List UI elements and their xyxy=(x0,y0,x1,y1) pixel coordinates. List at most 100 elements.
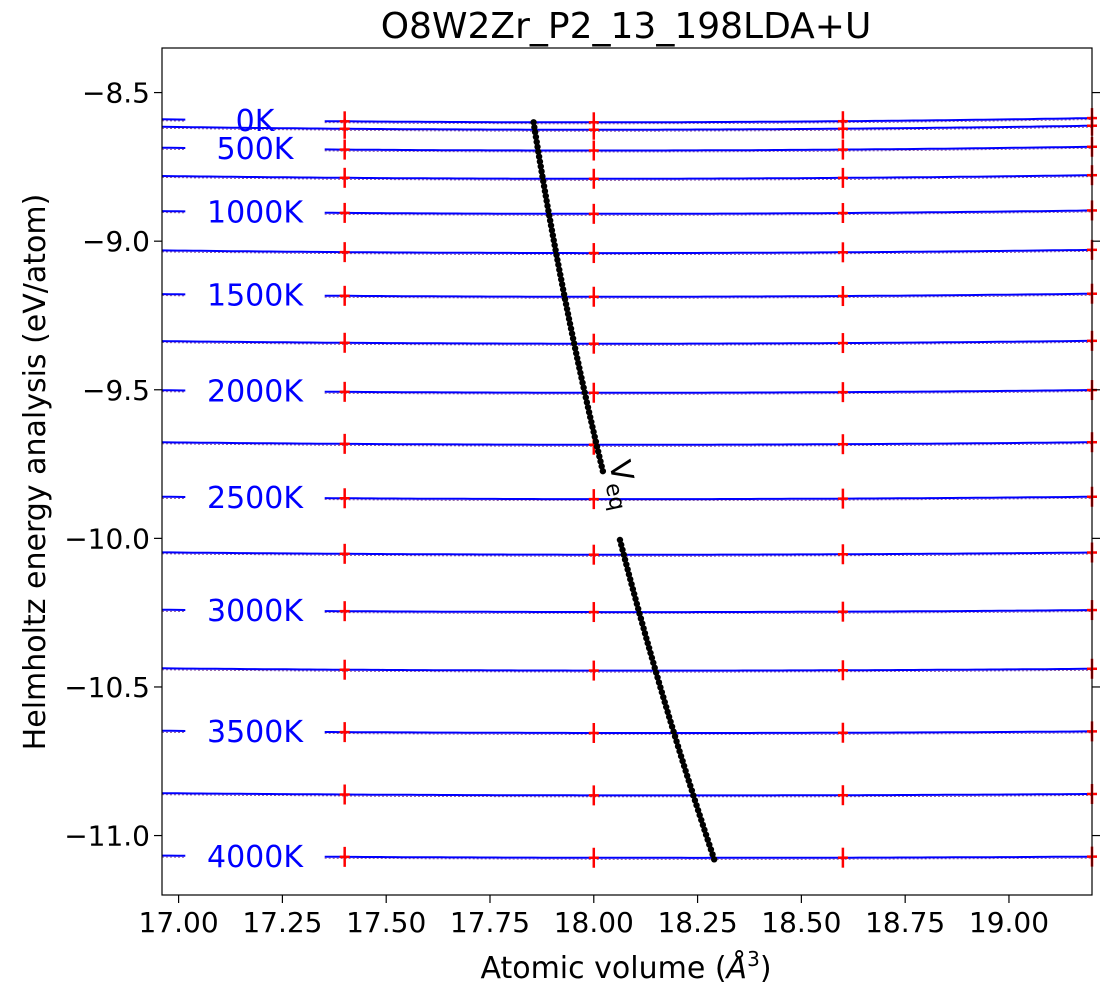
isotherm-label-500K: 500K xyxy=(217,132,295,167)
isotherm-line-3250K xyxy=(161,667,1092,672)
veq-point xyxy=(541,187,549,195)
veq-point xyxy=(619,546,626,553)
isotherm-line-0K xyxy=(324,117,1093,124)
isotherm-fit-2250K xyxy=(161,443,1093,447)
isotherm-line-2000K xyxy=(324,389,1093,394)
veq-point xyxy=(577,369,584,377)
veq-point xyxy=(576,364,583,372)
y-tick-label: −10.5 xyxy=(64,671,150,704)
veq-point xyxy=(592,438,600,445)
x-tick-label: 18.75 xyxy=(865,906,945,939)
veq-point xyxy=(677,752,685,760)
veq-point xyxy=(538,168,545,175)
veq-point xyxy=(539,173,546,180)
veq-point xyxy=(709,851,716,858)
isotherm-label-4000K: 4000K xyxy=(207,840,304,875)
isotherm-line-1250K xyxy=(161,248,1093,255)
y-tick-label: −10.0 xyxy=(64,522,150,555)
isotherm-label-1000K: 1000K xyxy=(207,196,304,231)
veq-point xyxy=(687,782,694,789)
veq-point xyxy=(571,345,579,352)
veq-point xyxy=(598,463,605,470)
veq-point xyxy=(701,826,708,834)
veq-point xyxy=(544,202,551,210)
veq-point xyxy=(696,811,703,819)
veq-point xyxy=(588,418,595,426)
veq-point xyxy=(710,856,718,863)
veq-point xyxy=(673,738,680,745)
veq-label: Veq xyxy=(595,457,645,513)
veq-point xyxy=(648,654,656,662)
veq-point xyxy=(532,133,540,141)
veq-point xyxy=(643,635,650,642)
veq-point xyxy=(667,718,674,725)
veq-point xyxy=(533,138,540,146)
veq-point xyxy=(540,178,547,185)
veq-point xyxy=(628,580,635,588)
y-tick-label: −11.0 xyxy=(64,820,150,853)
isotherm-line-2250K xyxy=(161,441,1093,446)
veq-point xyxy=(640,625,647,632)
isotherm-fit-3250K xyxy=(161,669,1092,673)
veq-point xyxy=(616,536,624,544)
veq-point xyxy=(698,816,705,824)
chart-title: O8W2Zr_P2_13_198LDA+U xyxy=(381,6,872,47)
veq-point xyxy=(585,409,593,416)
veq-point xyxy=(641,630,649,637)
isotherm-line-1000K xyxy=(324,209,1093,215)
veq-point xyxy=(553,251,560,259)
veq-point xyxy=(567,325,575,332)
isotherm-line-2750K xyxy=(162,551,1093,556)
veq-point xyxy=(680,762,688,770)
isotherm-line-500K xyxy=(324,145,1093,152)
veq-point xyxy=(679,757,686,765)
y-tick-label: −9.0 xyxy=(82,225,150,258)
veq-point xyxy=(563,305,571,313)
veq-point xyxy=(637,615,645,622)
veq-point xyxy=(568,330,576,337)
veq-point xyxy=(636,610,643,617)
veq-point xyxy=(564,310,572,318)
veq-point xyxy=(632,595,639,603)
veq-point xyxy=(660,693,667,701)
x-tick-label: 17.25 xyxy=(242,906,322,939)
veq-point xyxy=(650,659,657,666)
veq-point xyxy=(584,404,592,411)
y-axis-label: Helmholtz energy analysis (eV/atom) xyxy=(18,194,53,751)
isotherm-line-1750K xyxy=(161,339,1093,345)
veq-point xyxy=(548,227,556,234)
veq-point xyxy=(699,821,707,829)
veq-point xyxy=(639,620,646,627)
veq-point xyxy=(693,802,700,809)
veq-point xyxy=(593,443,601,450)
veq-point xyxy=(644,639,651,647)
veq-point xyxy=(627,576,634,583)
veq-point xyxy=(547,222,555,229)
isotherm-line-1500K xyxy=(324,292,1093,298)
isotherm-line-2500K xyxy=(324,495,1092,501)
veq-point xyxy=(633,600,641,608)
veq-point xyxy=(621,556,629,563)
veq-point xyxy=(587,413,594,421)
veq-point xyxy=(583,399,591,406)
veq-point xyxy=(623,561,630,568)
veq-point xyxy=(536,158,544,165)
veq-point xyxy=(556,266,563,273)
isotherm-fit-3750K xyxy=(161,794,1092,798)
veq-point xyxy=(657,684,664,691)
veq-point xyxy=(546,217,554,224)
veq-point xyxy=(543,197,550,205)
veq-point xyxy=(663,703,670,711)
x-tick-label: 18.50 xyxy=(761,906,841,939)
veq-point xyxy=(625,571,633,578)
veq-point xyxy=(552,246,559,254)
veq-point xyxy=(549,232,557,239)
veq-point xyxy=(690,792,697,799)
isotherm-line-3500K xyxy=(324,730,1092,734)
veq-point xyxy=(559,286,567,293)
y-tick-label: −9.5 xyxy=(82,374,150,407)
veq-point xyxy=(565,315,573,323)
veq-point xyxy=(651,664,658,671)
isotherm-line-3000K xyxy=(324,609,1092,614)
